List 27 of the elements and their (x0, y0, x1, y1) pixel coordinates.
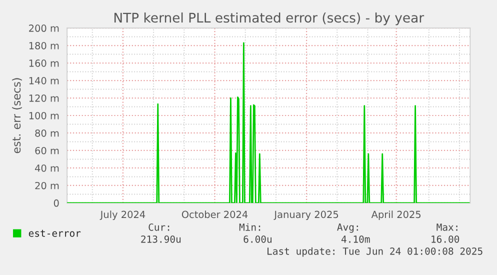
y-tick-label: 100 m (29, 112, 59, 120)
x-tick-label: January 2025 (274, 210, 338, 220)
text: Max: (436, 224, 458, 231)
text: 6.00u (244, 235, 272, 243)
y-tick-label: 140 m (29, 77, 59, 84)
text: Avg: (337, 224, 358, 233)
legend-label: est-error (28, 230, 81, 237)
text: 213.90u (141, 235, 181, 243)
y-tick-label: 20 m (35, 182, 59, 190)
x-tick-label: July 2024 (100, 210, 146, 220)
x-tick-label: October 2024 (182, 210, 248, 218)
text: 16.00 (432, 235, 460, 243)
y-tick-label: 160 m (29, 60, 59, 67)
y-tick-label: 200 m (29, 24, 59, 32)
text: Min: (239, 223, 260, 231)
y-tick-label: 180 m (29, 42, 59, 50)
y-tick-label: 40 m (35, 164, 59, 172)
x-tick-label: April 2025 (371, 210, 421, 220)
text: Last update: Tue Jun 24 01:00:08 2025 (268, 247, 482, 257)
y-tick-label: 80 m (35, 129, 59, 137)
text: 4.10m (341, 235, 370, 243)
text: Cur: (148, 223, 170, 231)
y-axis-title: est. err (secs) (12, 78, 22, 154)
y-tick-label: 60 m (35, 146, 59, 154)
chart-title: NTP kernel PLL estimated error (secs) - by year (114, 12, 424, 26)
y-tick-label: 120 m (29, 94, 59, 102)
y-tick-label: 0 (54, 199, 59, 207)
